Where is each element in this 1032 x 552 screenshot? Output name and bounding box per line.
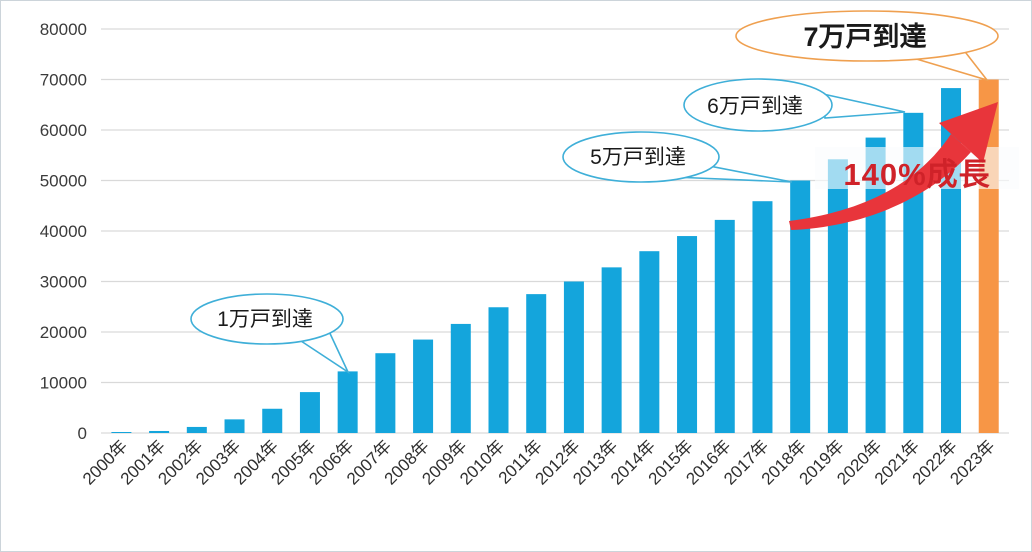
bar-2000年 (111, 432, 132, 433)
bar-2018年 (790, 180, 811, 433)
bar-2009年 (450, 323, 471, 433)
bar-2007年 (375, 353, 396, 433)
bar-2011年 (526, 294, 547, 433)
bar-2001年 (149, 430, 170, 433)
bar-2013年 (601, 267, 622, 433)
y-tick-label: 50000 (40, 172, 87, 191)
bar-2012年 (563, 281, 584, 433)
bar-2016年 (714, 219, 735, 433)
bar-2005年 (299, 392, 320, 433)
x-axis-tick-labels: 2000年2001年2002年2003年2004年2005年2006年2007年… (79, 436, 999, 488)
y-axis-tick-labels: 0 10000 20000 30000 40000 50000 60000 70000 8000… (40, 20, 87, 443)
y-tick-label: 30000 (40, 273, 87, 292)
callout-bubble-70k: 7万戸到達 (735, 10, 999, 82)
y-tick-label: 10000 (40, 374, 87, 393)
growth-label: 140%成長 (843, 157, 990, 192)
bar-series (111, 79, 999, 434)
bar-2002年 (186, 426, 207, 433)
bar-2006年 (337, 371, 358, 433)
bar-2003年 (224, 419, 245, 433)
bar-2017年 (752, 201, 773, 433)
bar-2010年 (488, 307, 509, 433)
bar-2008年 (413, 339, 434, 433)
callout-bubble-60k: 6万戸到達 (683, 78, 906, 132)
growth-arrow-icon (789, 102, 998, 230)
y-tick-label: 60000 (40, 121, 87, 140)
y-tick-label: 70000 (40, 71, 87, 90)
callout-label-60k: 6万戸到達 (707, 95, 803, 118)
callout-bubble-50k: 5万戸到達 (562, 131, 793, 183)
y-tick-label: 20000 (40, 323, 87, 342)
callout-label-50k: 5万戸到達 (590, 146, 686, 169)
callout-label-70k: 7万戸到達 (803, 22, 926, 52)
bar-2019年 (827, 159, 848, 434)
bar-2004年 (262, 408, 283, 433)
callout-bubble-10k: 1万戸到達 (190, 293, 350, 375)
bar-2015年 (677, 236, 698, 433)
y-tick-label: 40000 (40, 222, 87, 241)
y-tick-label: 80000 (40, 20, 87, 39)
y-tick-label: 0 (78, 424, 87, 443)
callout-label-10k: 1万戸到達 (217, 308, 313, 331)
bar-2014年 (639, 251, 660, 433)
